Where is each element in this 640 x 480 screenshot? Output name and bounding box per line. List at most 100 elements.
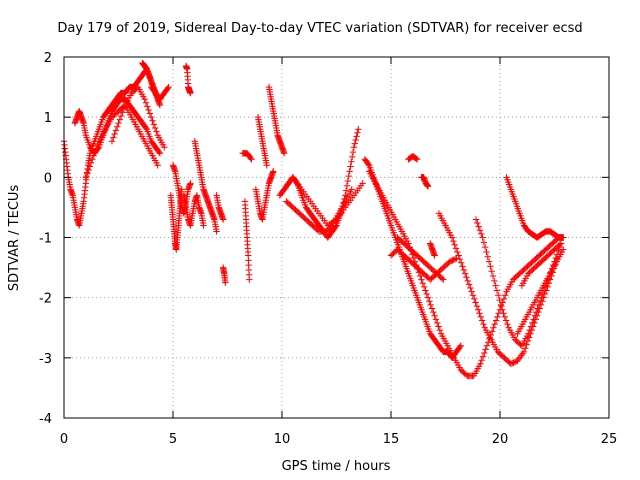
data-point	[504, 320, 511, 328]
x-tick-label: 20	[492, 432, 509, 447]
data-point	[530, 316, 537, 323]
data-point	[497, 301, 505, 309]
data-point	[155, 148, 163, 156]
grid-lines	[64, 57, 609, 418]
data-point	[112, 127, 120, 134]
data-point	[430, 308, 437, 316]
data-point	[488, 267, 495, 275]
x-tick-labels: 0 5 10 15 20 25	[60, 432, 617, 447]
data-point	[478, 317, 486, 324]
data-point	[144, 103, 151, 110]
data-point	[353, 133, 360, 140]
data-point	[352, 136, 359, 144]
data-point	[145, 106, 152, 114]
data-point	[492, 282, 499, 289]
data-point	[346, 168, 353, 175]
data-point	[434, 319, 441, 327]
data-point	[557, 240, 565, 247]
data-point	[482, 346, 489, 353]
data-point	[418, 276, 425, 283]
data-point	[456, 343, 464, 351]
data-point	[448, 234, 456, 241]
data-point	[154, 162, 161, 169]
data-point	[560, 246, 567, 253]
data-point	[481, 243, 489, 251]
data-point	[488, 328, 496, 335]
data-point	[520, 348, 528, 356]
data-point	[455, 252, 462, 259]
data-point	[108, 138, 116, 145]
data-point	[82, 174, 89, 181]
data-point	[494, 313, 501, 321]
data-point	[431, 252, 438, 259]
data-point	[113, 123, 121, 130]
data-point	[478, 230, 485, 238]
x-tick-label: 25	[601, 432, 618, 447]
data-point	[526, 326, 533, 334]
data-point	[495, 292, 502, 299]
data-point	[85, 166, 92, 174]
data-point	[471, 295, 478, 303]
data-point	[476, 310, 483, 317]
data-point	[480, 320, 487, 328]
data-point	[86, 163, 93, 170]
data-point	[426, 298, 433, 305]
data-point	[146, 110, 154, 117]
data-point	[119, 109, 126, 116]
data-point	[479, 353, 487, 360]
data-point	[413, 155, 420, 162]
y-tick-label: 2	[44, 51, 52, 66]
data-point	[452, 245, 460, 252]
data-point	[347, 163, 354, 170]
data-point	[501, 313, 508, 321]
data-point	[351, 140, 359, 147]
data-point	[423, 290, 430, 298]
axis-ticks	[63, 56, 610, 419]
data-point	[263, 162, 270, 169]
data-point	[454, 248, 461, 256]
data-point	[498, 306, 506, 313]
data-point	[459, 263, 466, 270]
data-point	[348, 186, 355, 193]
data-point	[90, 152, 97, 159]
data-point	[438, 275, 446, 282]
data-point	[200, 222, 207, 229]
data-point	[461, 270, 469, 277]
data-point	[490, 324, 497, 331]
data-point	[153, 128, 160, 135]
y-tick-labels: -4 -3 -2 -1 0 1 2	[39, 51, 52, 427]
data-point	[475, 223, 482, 230]
data-point	[460, 266, 468, 274]
data-point	[477, 360, 484, 368]
data-point	[477, 313, 485, 321]
data-point	[474, 219, 481, 227]
data-point	[161, 144, 168, 151]
data-point	[450, 237, 457, 245]
x-axis-label: GPS time / hours	[282, 459, 391, 474]
data-point	[451, 241, 458, 248]
data-point	[83, 170, 91, 177]
y-tick-label: -3	[39, 352, 52, 367]
x-tick-label: 0	[60, 432, 68, 447]
x-tick-label: 5	[169, 432, 177, 447]
data-point	[348, 153, 356, 161]
data-point	[500, 310, 507, 317]
data-point	[219, 216, 227, 223]
data-point	[532, 308, 540, 316]
data-point	[435, 323, 442, 330]
data-point	[365, 160, 372, 168]
x-tick-label: 10	[274, 432, 291, 447]
data-point	[484, 253, 491, 260]
data-point	[115, 119, 122, 127]
data-point	[472, 216, 480, 223]
data-point	[522, 345, 529, 352]
y-tick-label: 1	[44, 111, 52, 126]
y-tick-label: -1	[39, 232, 52, 247]
data-point	[457, 259, 465, 266]
data-point	[142, 124, 150, 132]
data-point	[431, 312, 438, 319]
data-point	[110, 134, 117, 141]
data-point	[432, 316, 440, 323]
data-point	[534, 305, 541, 312]
